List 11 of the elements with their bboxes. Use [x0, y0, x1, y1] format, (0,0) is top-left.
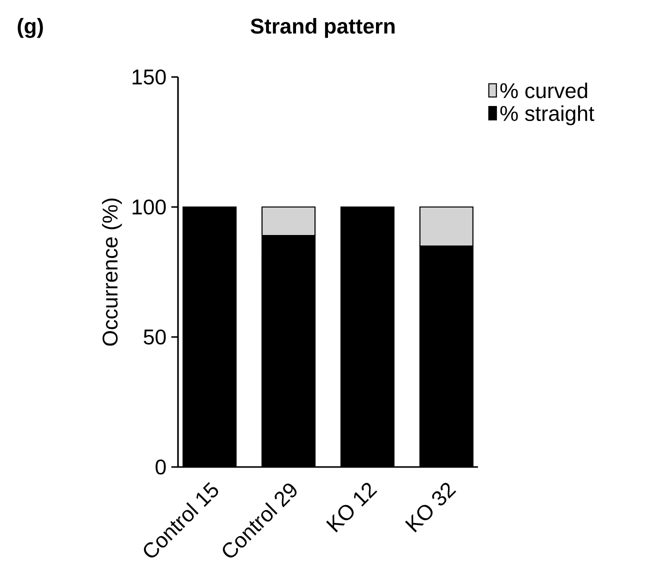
y-tick-label: 50 [144, 329, 166, 345]
text: (g) [18, 18, 43, 38]
legend-label: % straight [500, 105, 594, 126]
y-tick-label: 150 [132, 69, 166, 85]
legend-label: % curved [500, 82, 588, 98]
x-tick-label: KO 32 [405, 482, 456, 532]
y-axis-title: Occurrence (%) [102, 198, 122, 346]
y-tick-label: 100 [132, 199, 166, 215]
chart-title: Strand pattern [250, 18, 395, 38]
x-tick-label: KO 12 [326, 482, 378, 532]
y-tick-label: 0 [156, 459, 166, 475]
